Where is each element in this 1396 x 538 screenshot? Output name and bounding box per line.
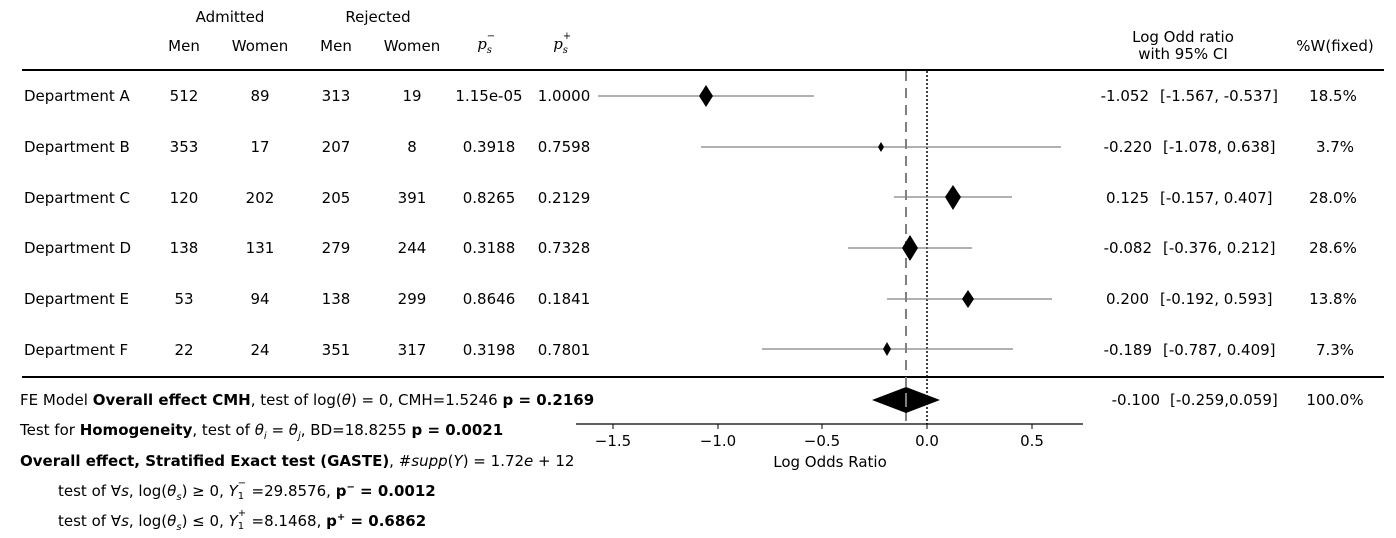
cell-admitted-men: 120 [169,189,199,207]
row-label: Department E [24,290,130,308]
cell-weight: 3.7% [1315,138,1355,156]
cell-lor: -0.189 [1103,341,1152,359]
cell-ci: [-1.567, -0.537] [1160,87,1278,105]
cell-p-minus: 0.3918 [462,138,516,156]
cell-ci: [-0.787, 0.409] [1163,341,1276,359]
cell-admitted-women: 94 [250,290,270,308]
cell-rejected-women: 317 [397,341,427,359]
cell-admitted-men: 138 [169,239,199,257]
overall-lor: -0.100 [1111,391,1160,409]
cell-rejected-men: 207 [321,138,351,156]
cell-p-plus: 0.7598 [537,138,591,156]
cell-p-plus: 0.7801 [537,341,591,359]
cell-rejected-women: 299 [397,290,427,308]
x-tick-label: 0.0 [915,432,939,450]
cell-admitted-women: 89 [250,87,270,105]
row-label: Department F [24,341,129,359]
header-rejected: Rejected [345,8,411,26]
cell-p-minus: 0.8265 [462,189,516,207]
header-admitted-women: Women [231,37,289,55]
cell-p-minus: 0.3188 [462,239,516,257]
row-label: Department D [24,239,132,257]
header-rejected-women: Women [383,37,441,55]
header-p-minus: p − s [477,31,496,56]
x-tick-label: −1.0 [699,432,737,450]
header-admitted: Admitted [195,8,265,26]
header-weight: %W(fixed) [1296,37,1374,55]
header-admitted-men: Men [168,37,200,55]
bottom-rule [22,376,1384,378]
cell-p-minus: 0.8646 [462,290,516,308]
marker-a [699,85,713,107]
cell-rejected-women: 244 [397,239,427,257]
top-rule [22,69,1384,71]
cell-lor: 0.125 [1106,189,1149,207]
cell-p-plus: 0.7328 [537,239,591,257]
cell-rejected-men: 138 [321,290,351,308]
cell-rejected-men: 205 [321,189,351,207]
cell-rejected-women: 391 [397,189,427,207]
cell-admitted-women: 131 [245,239,275,257]
cell-p-minus: 1.15e-05 [455,87,523,105]
footer-gaste-minus: test of ∀s, log(θs) ≥ 0, Y −1 =29.8576, p… [58,478,436,503]
cell-rejected-men: 279 [321,239,351,257]
header-log-odds-ratio: Log Odd ratio with 95% CI [1132,28,1234,63]
marker-c [945,185,961,210]
x-ticks [612,424,1033,429]
cell-ci: [-0.192, 0.593] [1160,290,1273,308]
marker-f [883,342,891,356]
cell-rejected-women: 19 [402,87,422,105]
row-label: Department A [24,87,130,105]
cell-weight: 13.8% [1309,290,1357,308]
header-rejected-men: Men [320,37,352,55]
header-p-plus: p + s [553,31,572,56]
cell-lor: -1.052 [1100,87,1149,105]
x-tick-label: −0.5 [803,432,841,450]
cell-weight: 18.5% [1309,87,1357,105]
cell-lor: -0.220 [1103,138,1152,156]
cell-weight: 28.6% [1309,239,1357,257]
cell-rejected-men: 313 [321,87,351,105]
cell-admitted-women: 202 [245,189,275,207]
row-label: Department C [24,189,131,207]
cell-p-plus: 0.2129 [537,189,591,207]
cell-weight: 28.0% [1309,189,1357,207]
x-tick-label: −1.5 [594,432,632,450]
cell-p-plus: 1.0000 [537,87,591,105]
cell-lor: -0.082 [1103,239,1152,257]
cell-lor: 0.200 [1106,290,1149,308]
cell-ci: [-0.376, 0.212] [1163,239,1276,257]
x-tick-label: 0.5 [1020,432,1044,450]
marker-d [902,235,918,261]
footer-gaste-test: Overall effect, Stratified Exact test (G… [20,452,575,470]
cell-rejected-men: 351 [321,341,351,359]
cell-p-minus: 0.3198 [462,341,516,359]
footer-gaste-plus: test of ∀s, log(θs) ≤ 0, Y +1 =8.1468, p+… [58,508,427,533]
cell-p-plus: 0.1841 [537,290,591,308]
cell-admitted-men: 512 [169,87,199,105]
cell-weight: 7.3% [1315,341,1355,359]
marker-e [962,290,974,308]
footer-cmh-test: FE Model Overall effect CMH, test of log… [20,391,595,409]
cell-admitted-men: 53 [174,290,194,308]
cell-rejected-women: 8 [407,138,417,156]
row-label: Department B [24,138,130,156]
cell-admitted-men: 22 [174,341,194,359]
cell-ci: [-0.157, 0.407] [1160,189,1273,207]
marker-b [878,142,884,152]
cell-admitted-women: 17 [250,138,270,156]
cell-ci: [-1.078, 0.638] [1163,138,1276,156]
overall-weight: 100.0% [1306,391,1364,409]
x-axis-label: Log Odds Ratio [773,453,887,471]
cell-admitted-women: 24 [250,341,270,359]
footer-homogeneity-test: Test for Homogeneity, test of θi = θj, B… [20,421,504,442]
cell-admitted-men: 353 [169,138,199,156]
overall-ci: [-0.259,0.059] [1170,391,1278,409]
